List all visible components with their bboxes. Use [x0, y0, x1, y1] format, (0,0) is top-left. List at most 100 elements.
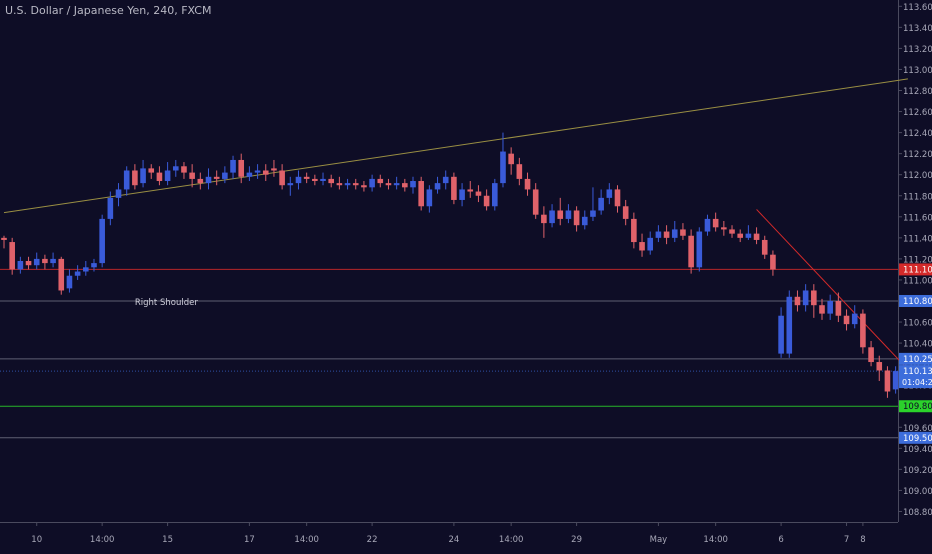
candle-body	[83, 267, 89, 272]
candle-body	[851, 313, 858, 325]
current-price-label: 110.134	[903, 367, 932, 377]
candle-body	[17, 261, 24, 270]
candle-body	[688, 235, 694, 268]
candle-body	[631, 218, 637, 243]
level-price-label-bg	[899, 431, 932, 444]
candle-body	[74, 271, 81, 276]
candle-body	[312, 178, 318, 182]
candle-body	[9, 242, 15, 270]
trend-line-upper-trend	[3, 78, 908, 214]
price-tick-label: 113.200	[903, 45, 932, 55]
candle-body	[892, 371, 899, 390]
candle-body	[459, 189, 465, 200]
candle-body	[819, 305, 825, 314]
candle-body	[696, 231, 703, 268]
candle-body	[565, 210, 572, 219]
price-tick-label: 111.200	[903, 255, 932, 265]
time-tick-label: 29	[571, 535, 582, 545]
candle-body	[532, 189, 539, 215]
candle-body	[123, 170, 130, 190]
candle-body	[508, 153, 514, 165]
candle-body	[25, 261, 32, 266]
price-tick-label: 109.400	[903, 445, 932, 455]
candle-body	[42, 258, 48, 264]
candle-body	[410, 181, 416, 188]
candle-body	[1, 237, 7, 240]
candle-body	[434, 183, 441, 190]
candle-body	[107, 197, 114, 219]
candle-body	[295, 176, 302, 184]
annotation-label: Right Shoulder	[135, 298, 198, 308]
candle-body	[369, 178, 375, 188]
level-price-label-bg	[899, 294, 932, 307]
level-price-label: 109.500	[903, 434, 932, 444]
level-price-label-bg	[899, 352, 932, 365]
candle-body	[786, 296, 793, 354]
candle-body	[671, 229, 678, 238]
candle-body	[811, 290, 817, 306]
candle-body	[33, 258, 40, 266]
candle-countdown-label: 01:04:24	[902, 378, 932, 387]
candle-body	[254, 170, 261, 173]
time-tick-label: 15	[162, 535, 173, 545]
price-tick-label: 109.600	[903, 424, 932, 434]
candle-body	[475, 191, 482, 196]
price-tick-label: 111.000	[903, 276, 932, 286]
candle-body	[598, 197, 604, 211]
candle-body	[704, 218, 711, 232]
candle-body	[606, 189, 613, 198]
candle-body	[761, 239, 768, 255]
candle-body	[835, 300, 842, 316]
candle-body	[205, 176, 212, 184]
time-tick-label: 10	[31, 535, 42, 545]
candle-body	[581, 216, 588, 226]
candle-body	[860, 313, 866, 348]
candle-body	[213, 176, 220, 179]
candle-body	[590, 210, 596, 217]
price-tick-label: 110.400	[903, 340, 932, 350]
candle-body	[279, 170, 285, 186]
candle-body	[58, 258, 65, 291]
candle-body	[770, 254, 776, 270]
candle-body	[246, 172, 253, 177]
candle-body	[377, 178, 384, 184]
candle-body	[262, 170, 269, 175]
price-tick-label: 109.200	[903, 466, 932, 476]
candle-body	[189, 172, 195, 179]
candle-body	[361, 185, 367, 188]
candle-body	[680, 229, 686, 236]
chart-title: U.S. Dollar / Japanese Yen, 240, FXCM	[5, 4, 212, 17]
candle-body	[50, 258, 56, 264]
candle-body	[393, 183, 400, 186]
current-price-tag-bg	[899, 365, 932, 389]
candle-body	[426, 189, 433, 207]
candle-body	[483, 195, 490, 207]
candle-body	[843, 315, 850, 325]
candle-body	[655, 231, 662, 238]
candle-body	[737, 233, 743, 238]
candle-body	[66, 275, 73, 289]
candle-body	[557, 210, 564, 219]
time-tick-label: 7	[844, 535, 849, 545]
candle-body	[148, 168, 155, 173]
price-tick-label: 113.600	[903, 3, 932, 13]
time-tick-label: 14:00	[90, 535, 115, 545]
candle-body	[230, 159, 236, 173]
price-tick-label: 112.600	[903, 108, 932, 118]
candle-body	[614, 189, 621, 207]
level-price-label-bg	[899, 400, 932, 413]
time-tick-label: 8	[860, 535, 865, 545]
time-tick-label: 17	[244, 535, 255, 545]
time-tick-label: 6	[778, 535, 783, 545]
candle-body	[622, 206, 629, 219]
candle-body	[794, 296, 801, 306]
candle-body	[352, 183, 359, 186]
candle-body	[500, 151, 506, 184]
price-tick-label: 111.800	[903, 192, 932, 202]
candle-body	[516, 164, 523, 179]
candle-body	[156, 172, 163, 182]
candle-body	[238, 159, 245, 177]
